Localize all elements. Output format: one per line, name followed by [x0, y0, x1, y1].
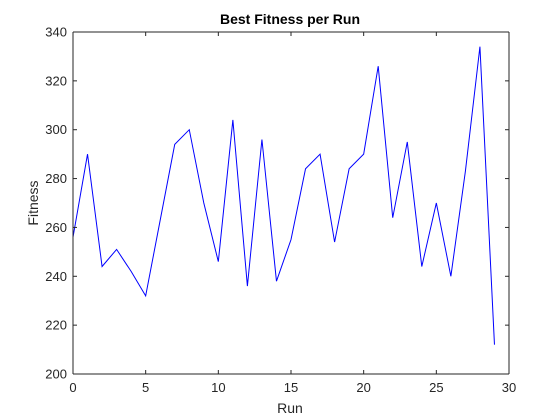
plot-area	[73, 32, 509, 374]
x-tick-label: 25	[429, 380, 443, 395]
x-tick-label: 20	[356, 380, 370, 395]
y-tick-label: 280	[45, 171, 67, 186]
x-tick-label: 30	[502, 380, 516, 395]
y-tick-label: 260	[45, 220, 67, 235]
chart-title: Best Fitness per Run	[220, 11, 360, 27]
x-axis-label: Run	[277, 400, 303, 416]
y-tick-label: 300	[45, 122, 67, 137]
data-layer	[72, 46, 495, 345]
x-tick-label: 0	[69, 380, 76, 395]
x-tick-label: 10	[211, 380, 225, 395]
y-tick-label: 200	[45, 367, 67, 382]
x-tick-label: 15	[284, 380, 298, 395]
y-tick-label: 340	[45, 25, 67, 40]
y-tick-label: 220	[45, 318, 67, 333]
x-tick-label: 5	[142, 380, 149, 395]
y-tick-label: 240	[45, 269, 67, 284]
ticks-layer: 0 5 10 15 20 25 30 200 220 240 260 280 300 320 340	[45, 25, 516, 396]
series-line-1	[72, 46, 495, 345]
y-axis-label: Fitness	[25, 180, 41, 225]
y-tick-label: 320	[45, 73, 67, 88]
